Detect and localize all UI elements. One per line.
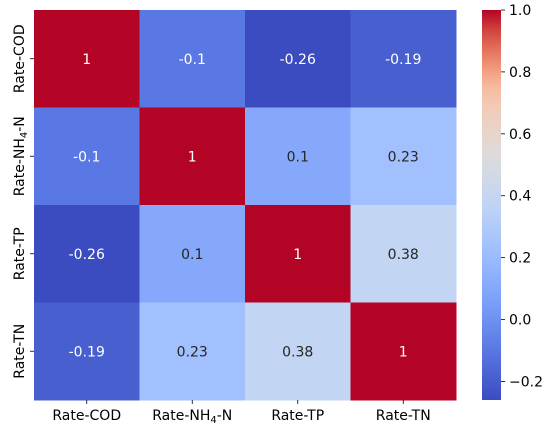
x-axis: Rate-COD Rate-NH4-N Rate-TP Rate-TN	[52, 400, 431, 426]
heatmap-value-label: 1	[188, 149, 197, 165]
heatmap-cell	[245, 107, 351, 206]
heatmap-cell	[34, 302, 140, 401]
colorbar-tick-label: 0.8	[509, 65, 531, 81]
heatmap-cells	[34, 10, 457, 401]
colorbar-gradient	[482, 10, 501, 400]
heatmap-cell	[139, 107, 246, 206]
heatmap-value-label: -0.1	[179, 52, 206, 68]
y-tick-label: Rate-NH4-N	[12, 116, 30, 196]
heatmap-value-label: -0.19	[385, 52, 421, 68]
heatmap-value-label: 1	[293, 247, 302, 263]
heatmap-value-label: 0.23	[177, 344, 208, 360]
heatmap-cell	[34, 10, 140, 108]
heatmap-value-label: 1	[399, 344, 408, 360]
heatmap-cell	[350, 205, 457, 303]
heatmap-cell	[34, 205, 140, 303]
colorbar-tick-label: 0.2	[509, 251, 531, 267]
heatmap-cell	[245, 302, 351, 401]
x-tick-label: Rate-COD	[52, 408, 121, 424]
heatmap-cell	[139, 10, 246, 108]
y-axis: Rate-COD Rate-NH4-N Rate-TP Rate-TN	[12, 24, 34, 379]
heatmap-cell	[350, 10, 457, 108]
heatmap-cell	[245, 205, 351, 303]
heatmap-value-label: -0.26	[69, 247, 105, 263]
heatmap-value-label: 1	[82, 52, 91, 68]
heatmap-value-labels: 1 -0.1 -0.26 -0.19 -0.1 1 0.1 0.23 -0.26 0.1 1 0.38…	[69, 52, 422, 361]
heatmap-cell	[350, 302, 457, 401]
heatmap-cell	[350, 107, 457, 206]
colorbar-tick-label: 1.0	[509, 3, 531, 19]
colorbar-tick-label: 0.6	[509, 127, 531, 143]
y-tick-label: Rate-TP	[12, 227, 28, 280]
heatmap-cell	[139, 205, 246, 303]
heatmap-value-label: -0.26	[280, 52, 316, 68]
heatmap-value-label: 0.1	[181, 247, 203, 263]
heatmap-cell	[139, 302, 246, 401]
heatmap-value-label: 0.23	[388, 149, 419, 165]
y-tick-label: Rate-COD	[12, 24, 28, 93]
x-tick-label: Rate-TP	[271, 408, 324, 424]
colorbar-tick-label: −0.2	[509, 374, 543, 390]
heatmap-value-label: 0.38	[388, 247, 419, 263]
heatmap-cell	[34, 107, 140, 206]
heatmap-value-label: -0.1	[73, 149, 100, 165]
colorbar-tick-label: 0.0	[509, 313, 531, 329]
colorbar: −0.2 0.0 0.2 0.4 0.6 0.8 1.0	[482, 3, 543, 400]
x-tick-label: Rate-NH4-N	[152, 408, 232, 426]
y-tick-label: Rate-TN	[12, 324, 28, 379]
heatmap-value-label: -0.19	[69, 344, 105, 360]
colorbar-tick-label: 0.4	[509, 189, 531, 205]
x-tick-label: Rate-TN	[376, 408, 431, 424]
heatmap-value-label: 0.1	[287, 149, 309, 165]
heatmap-value-label: 0.38	[282, 344, 313, 360]
heatmap-cell	[245, 10, 351, 108]
